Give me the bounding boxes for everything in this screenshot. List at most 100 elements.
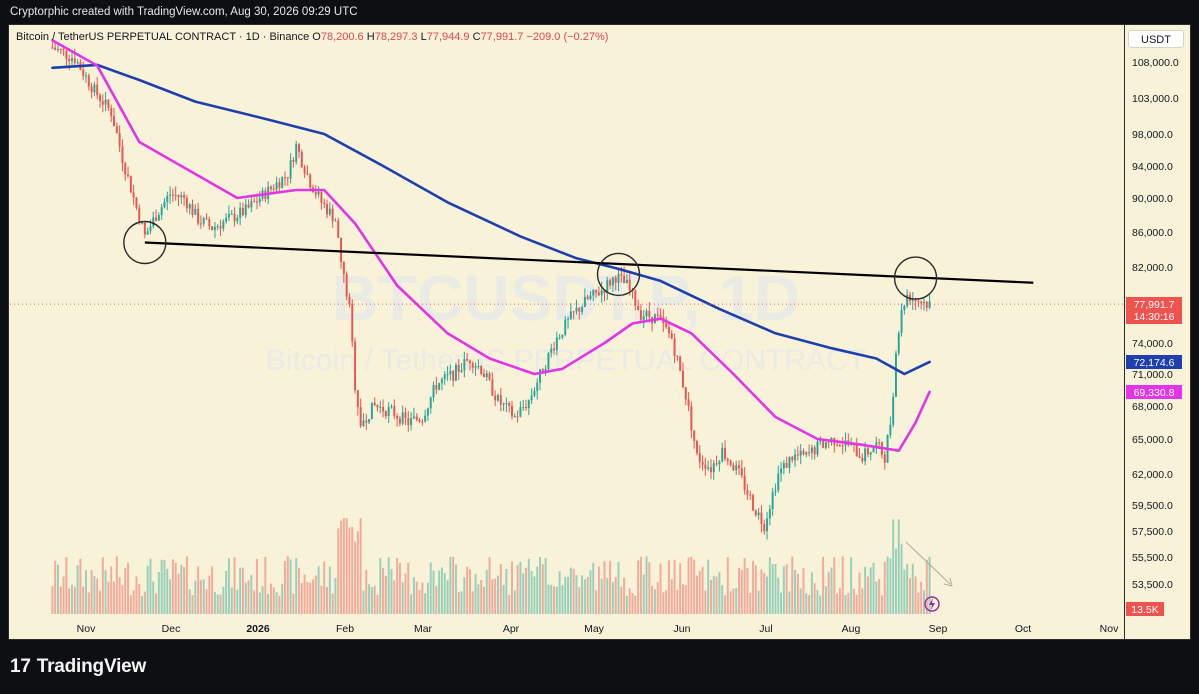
candle-body — [858, 456, 861, 458]
candle-body — [623, 275, 626, 284]
resistance-trendline[interactable] — [144, 241, 1034, 284]
candle-body — [337, 220, 340, 238]
candle-body — [59, 49, 62, 51]
candle-body — [407, 417, 410, 426]
volume-bar — [412, 577, 415, 614]
chart-pane[interactable] — [8, 24, 1125, 640]
volume-bar — [497, 575, 499, 614]
last-price-label: 77,991.7 — [1134, 299, 1175, 311]
volume-bar — [421, 582, 424, 614]
ma-slow-path — [51, 63, 931, 376]
volume-bar — [858, 572, 861, 614]
volume-bar — [379, 558, 382, 614]
candle-body — [928, 301, 931, 308]
candle-body — [614, 277, 617, 283]
candle-body — [426, 408, 429, 416]
volume-bar — [561, 585, 564, 614]
candle-body — [454, 365, 457, 381]
candle-body — [113, 116, 116, 127]
volume-bar — [589, 570, 592, 614]
volume-bar — [581, 575, 584, 614]
time-tick-label: Oct — [1015, 623, 1031, 635]
volume-bar — [435, 586, 438, 614]
volume-bar — [499, 564, 502, 614]
volume-bar — [477, 584, 480, 614]
volume-bar — [763, 572, 766, 614]
volume-bar — [390, 569, 393, 614]
candle-body — [143, 222, 146, 235]
candle-body — [819, 439, 822, 442]
volume-bar — [211, 566, 214, 614]
volume-bar — [914, 576, 917, 614]
candle-body — [917, 301, 920, 303]
candle-body — [410, 418, 413, 426]
candle-body — [468, 360, 471, 364]
volume-bar — [701, 566, 704, 614]
candle-body — [799, 450, 802, 456]
candle-body — [382, 406, 385, 412]
candle-body — [404, 412, 407, 418]
volume-bar — [482, 586, 485, 614]
volume-bar — [614, 576, 617, 614]
candle-body — [866, 448, 869, 455]
candle-body — [721, 447, 724, 462]
volume-bar — [536, 566, 539, 614]
time-tick-label: Feb — [336, 623, 354, 635]
open-value: 78,200.6 — [320, 31, 364, 43]
candle-body — [132, 192, 135, 198]
volume-bar — [780, 592, 783, 614]
scroll-arrow-icon[interactable] — [905, 541, 953, 587]
candle-body — [236, 218, 239, 222]
candle-body — [213, 226, 216, 230]
candle-body — [171, 194, 174, 196]
bolt-icon[interactable] — [924, 596, 940, 612]
volume-bar — [65, 557, 68, 614]
volume-bar — [872, 562, 875, 614]
candle-body — [197, 208, 200, 224]
price-tick-label: 68,000.0 — [1132, 401, 1173, 413]
volume-bar — [892, 519, 895, 614]
volume-bar — [258, 592, 261, 614]
volume-bar — [474, 573, 477, 614]
candle-body — [188, 204, 191, 209]
volume-bar — [300, 582, 303, 614]
volume-bar — [188, 589, 191, 614]
time-tick-label: Aug — [842, 623, 861, 635]
candle-body — [326, 204, 329, 215]
ma-fast-line — [51, 39, 931, 452]
candle-body — [351, 303, 354, 342]
volume-bar — [345, 518, 348, 614]
candle-body — [51, 47, 54, 49]
tradingview-footer[interactable]: 17 TradingView — [10, 656, 146, 678]
candle-body — [129, 175, 132, 193]
price-axis[interactable] — [1125, 24, 1191, 640]
volume-bar — [707, 559, 710, 614]
low-label: L — [420, 31, 427, 43]
volume-bar — [56, 564, 59, 614]
candle-body — [340, 237, 343, 262]
candle-body — [777, 473, 780, 491]
candle-body — [567, 318, 570, 320]
candle-body — [513, 416, 516, 418]
candle-body — [724, 447, 726, 459]
volume-bar — [309, 582, 312, 614]
time-tick-label: Apr — [503, 623, 520, 635]
candle-body — [272, 188, 275, 190]
volume-bar — [676, 589, 679, 614]
candle-body — [511, 405, 513, 417]
price-tick-label: 103,000.0 — [1132, 93, 1179, 105]
candle-body — [768, 509, 771, 519]
symbol-legend[interactable]: Bitcoin / TetherUS PERPETUAL CONTRACT · … — [16, 31, 608, 43]
candle-body — [247, 204, 250, 208]
candle-body — [920, 301, 923, 304]
volume-bar — [830, 567, 833, 614]
candle-body — [292, 159, 295, 162]
touch-circles[interactable] — [123, 220, 938, 300]
volume-bar — [662, 592, 665, 614]
volume-bar — [225, 570, 228, 614]
currency-selector[interactable]: USDT — [1128, 30, 1184, 48]
volume-bar — [236, 589, 239, 614]
volume-bar — [468, 569, 471, 614]
candle-body — [138, 207, 141, 223]
